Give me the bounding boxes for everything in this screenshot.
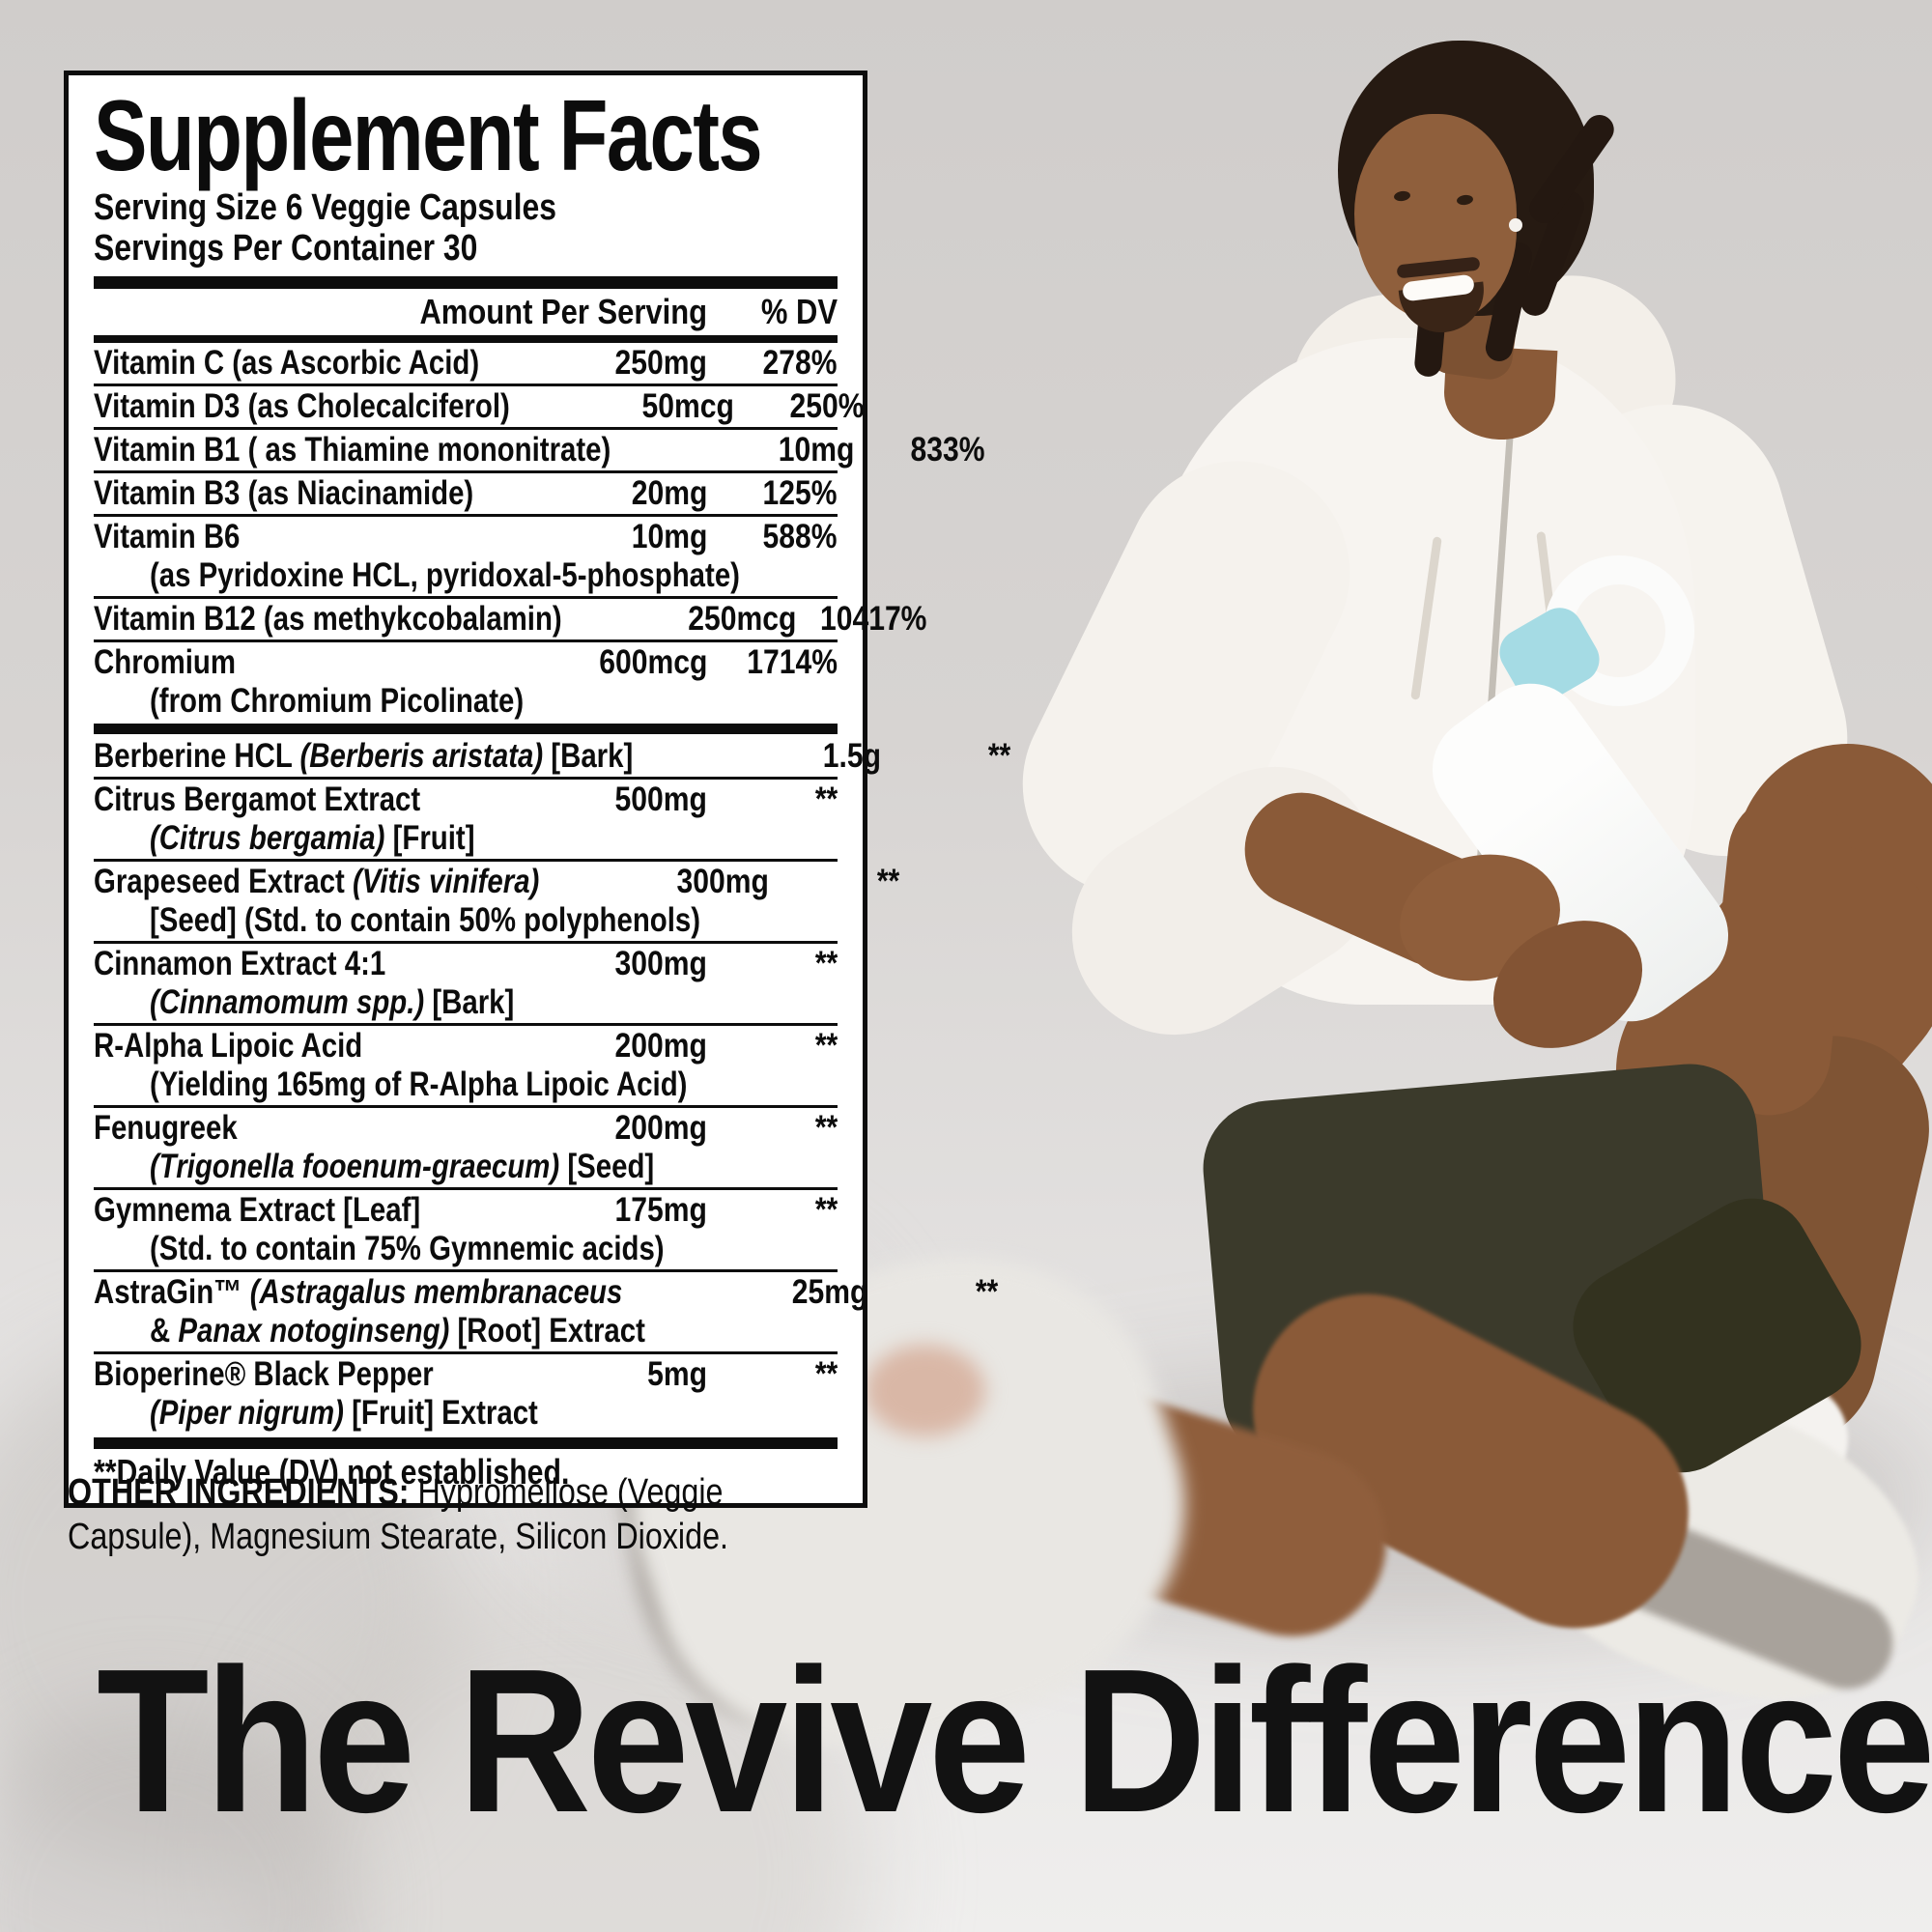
ingredient-name: Cinnamon Extract 4:1 [94,945,386,982]
ingredient-dv: ** [976,1273,999,1311]
ingredient-dv: ** [876,863,900,900]
ingredient-amount: 175mg [614,1191,707,1229]
ingredient-row: Vitamin B1 ( as Thiamine mononitrate) 10m… [94,427,984,470]
divider-thick [94,276,838,289]
ingredient-row: Vitamin D3 (as Cholecalciferol) 50mcg 250% [94,384,865,427]
ingredient-amount: 250mcg [687,600,797,638]
ingredient-name-line2: (Yielding 165mg of R-Alpha Lipoic Acid) [150,1065,688,1103]
ingredient-amount: 600mcg [598,643,707,681]
ingredient-dv: 588% [763,518,838,555]
ingredient-dv: 250% [789,387,865,425]
ingredient-row: Vitamin B6 10mg 588% (as Pyridoxine HCL, py… [94,514,838,596]
ingredient-name-line2: (from Chromium Picolinate) [150,682,525,720]
ingredient-name: Citrus Bergamot Extract [94,781,421,818]
ingredient-dv: 1714% [747,643,838,681]
ingredient-name: AstraGin™ (Astragalus membranaceus [94,1273,623,1311]
ingredient-name-line2: (Std. to contain 75% Gymnemic acids) [150,1230,665,1267]
ingredient-amount: 50mcg [641,387,734,425]
ingredient-amount: 200mg [614,1109,707,1147]
ingredient-name-line2: (as Pyridoxine HCL, pyridoxal-5-phosphat… [150,556,740,594]
ingredient-amount: 1.5g [822,737,881,775]
ingredient-name: Grapeseed Extract (Vitis vinifera) [94,863,540,900]
ingredient-name: Chromium [94,643,236,681]
ingredient-dv: 125% [763,474,838,512]
ingredient-dv: ** [814,781,838,818]
ingredient-dv: ** [814,1027,838,1065]
ingredient-name-line2: & Panax notoginseng) [Root] Extract [150,1312,645,1350]
divider [94,335,838,343]
ingredient-row: Vitamin C (as Ascorbic Acid) 250mg 278% [94,343,838,384]
ingredient-name: Vitamin B6 [94,518,241,555]
ingredient-amount: 300mg [676,863,770,900]
earring [1509,218,1522,232]
ingredient-name: Gymnema Extract [Leaf] [94,1191,421,1229]
ingredient-row: Berberine HCL (Berberis aristata) [Bark]… [94,736,1011,777]
serving-size: Serving Size 6 Veggie Capsules [94,187,557,228]
foreground-sneaker-heel [865,1345,985,1436]
ingredient-name: Vitamin D3 (as Cholecalciferol) [94,387,510,425]
ingredient-amount: 300mg [614,945,707,982]
dv-column-header: % DV [760,292,838,331]
ingredient-row: Bioperine® Black Pepper 5mg ** (Piper nigru… [94,1351,838,1434]
ingredient-dv: 833% [910,431,985,469]
ingredient-name: Bioperine® Black Pepper [94,1355,434,1393]
ingredient-dv: ** [988,737,1011,775]
panel-title: Supplement Facts [94,80,763,192]
ingredient-dv: ** [814,945,838,982]
column-headers: Amount Per Serving % DV [94,289,838,335]
ingredient-row: Fenugreek 200mg ** (Trigonella fooenum-grae… [94,1105,838,1187]
ingredient-row: Chromium 600mcg 1714% (from Chromium Picoli… [94,639,838,722]
ingredient-name: Vitamin B3 (as Niacinamide) [94,474,474,512]
ingredient-row: Citrus Bergamot Extract 500mg ** (Citrus be… [94,777,838,859]
ingredient-name-line2: (Trigonella fooenum-graecum) [Seed] [150,1148,655,1185]
other-ingredients-text: Hypromellose (Veggie Capsule), Magnesium… [68,1472,729,1557]
ingredient-row: Vitamin B3 (as Niacinamide) 20mg 125% [94,470,838,514]
ingredient-name: Fenugreek [94,1109,238,1147]
ingredient-dv: 278% [763,344,838,382]
ingredient-name-line2: (Cinnamomum spp.) [Bark] [150,983,515,1021]
servings-per-container: Servings Per Container 30 [94,228,478,269]
ingredient-row: R-Alpha Lipoic Acid 200mg ** (Yielding 165m… [94,1023,838,1105]
other-ingredients-label: OTHER INGREDIENTS: [68,1472,410,1513]
ingredient-dv: ** [814,1109,838,1147]
ingredient-dv: ** [814,1191,838,1229]
ingredient-amount: 250mg [614,344,707,382]
ingredient-row: Cinnamon Extract 4:1 300mg ** (Cinnamomum s… [94,941,838,1023]
ingredient-name: Vitamin B1 ( as Thiamine mononitrate) [94,431,611,469]
supplement-facts-panel: Supplement Facts Serving Size 6 Veggie C… [64,71,1011,1508]
ingredient-amount: 5mg [647,1355,707,1393]
ingredient-amount: 10mg [778,431,855,469]
ingredient-name: R-Alpha Lipoic Acid [94,1027,363,1065]
ingredient-amount: 500mg [614,781,707,818]
ingredient-amount: 25mg [791,1273,868,1311]
ingredient-name: Vitamin C (as Ascorbic Acid) [94,344,480,382]
ingredient-name-line2: [Seed] (Std. to contain 50% polyphenols) [150,901,701,939]
ingredient-amount: 20mg [631,474,707,512]
ingredient-row: Gymnema Extract [Leaf] 175mg ** (Std. to co… [94,1187,838,1269]
ingredient-name-line2: (Citrus bergamia) [Fruit] [150,819,475,857]
headline: The Revive Difference [97,1626,1932,1855]
ingredient-name: Berberine HCL (Berberis aristata) [Bark] [94,737,634,775]
ingredient-name-line2: (Piper nigrum) [Fruit] Extract [150,1394,538,1432]
ingredient-row: Vitamin B12 (as methykcobalamin) 250mcg 10… [94,596,926,639]
ingredient-rows: Vitamin C (as Ascorbic Acid) 250mg 278% Vit… [94,343,1011,1434]
ingredient-dv: 10417% [819,600,927,638]
section-divider [94,724,838,734]
ingredient-name: Vitamin B12 (as methykcobalamin) [94,600,562,638]
ingredient-amount: 200mg [614,1027,707,1065]
divider-thick [94,1437,838,1449]
ingredient-amount: 10mg [631,518,707,555]
amount-column-header: Amount Per Serving [419,292,707,331]
ingredient-dv: ** [814,1355,838,1393]
other-ingredients: OTHER INGREDIENTS: Hypromellose (Veggie … [68,1470,937,1559]
ingredient-row: Grapeseed Extract (Vitis vinifera) 300mg *… [94,859,899,941]
dv-footnote: **Daily Value (DV) not established. [94,1452,570,1492]
ingredient-row: AstraGin™ (Astragalus membranaceus 25mg **… [94,1269,999,1351]
